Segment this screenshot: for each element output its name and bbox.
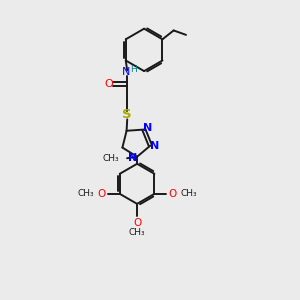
Text: O: O — [105, 79, 113, 89]
Text: O: O — [98, 189, 106, 199]
Text: H: H — [130, 65, 137, 74]
Text: CH₃: CH₃ — [77, 189, 94, 198]
Text: S: S — [122, 108, 132, 121]
Text: N: N — [122, 67, 130, 77]
Text: N: N — [150, 141, 160, 151]
Text: N: N — [143, 123, 153, 133]
Text: O: O — [169, 189, 177, 199]
Text: O: O — [133, 218, 141, 228]
Text: N: N — [128, 153, 137, 163]
Text: CH₃: CH₃ — [129, 228, 146, 237]
Text: CH₃: CH₃ — [180, 189, 197, 198]
Text: CH₃: CH₃ — [103, 154, 119, 163]
